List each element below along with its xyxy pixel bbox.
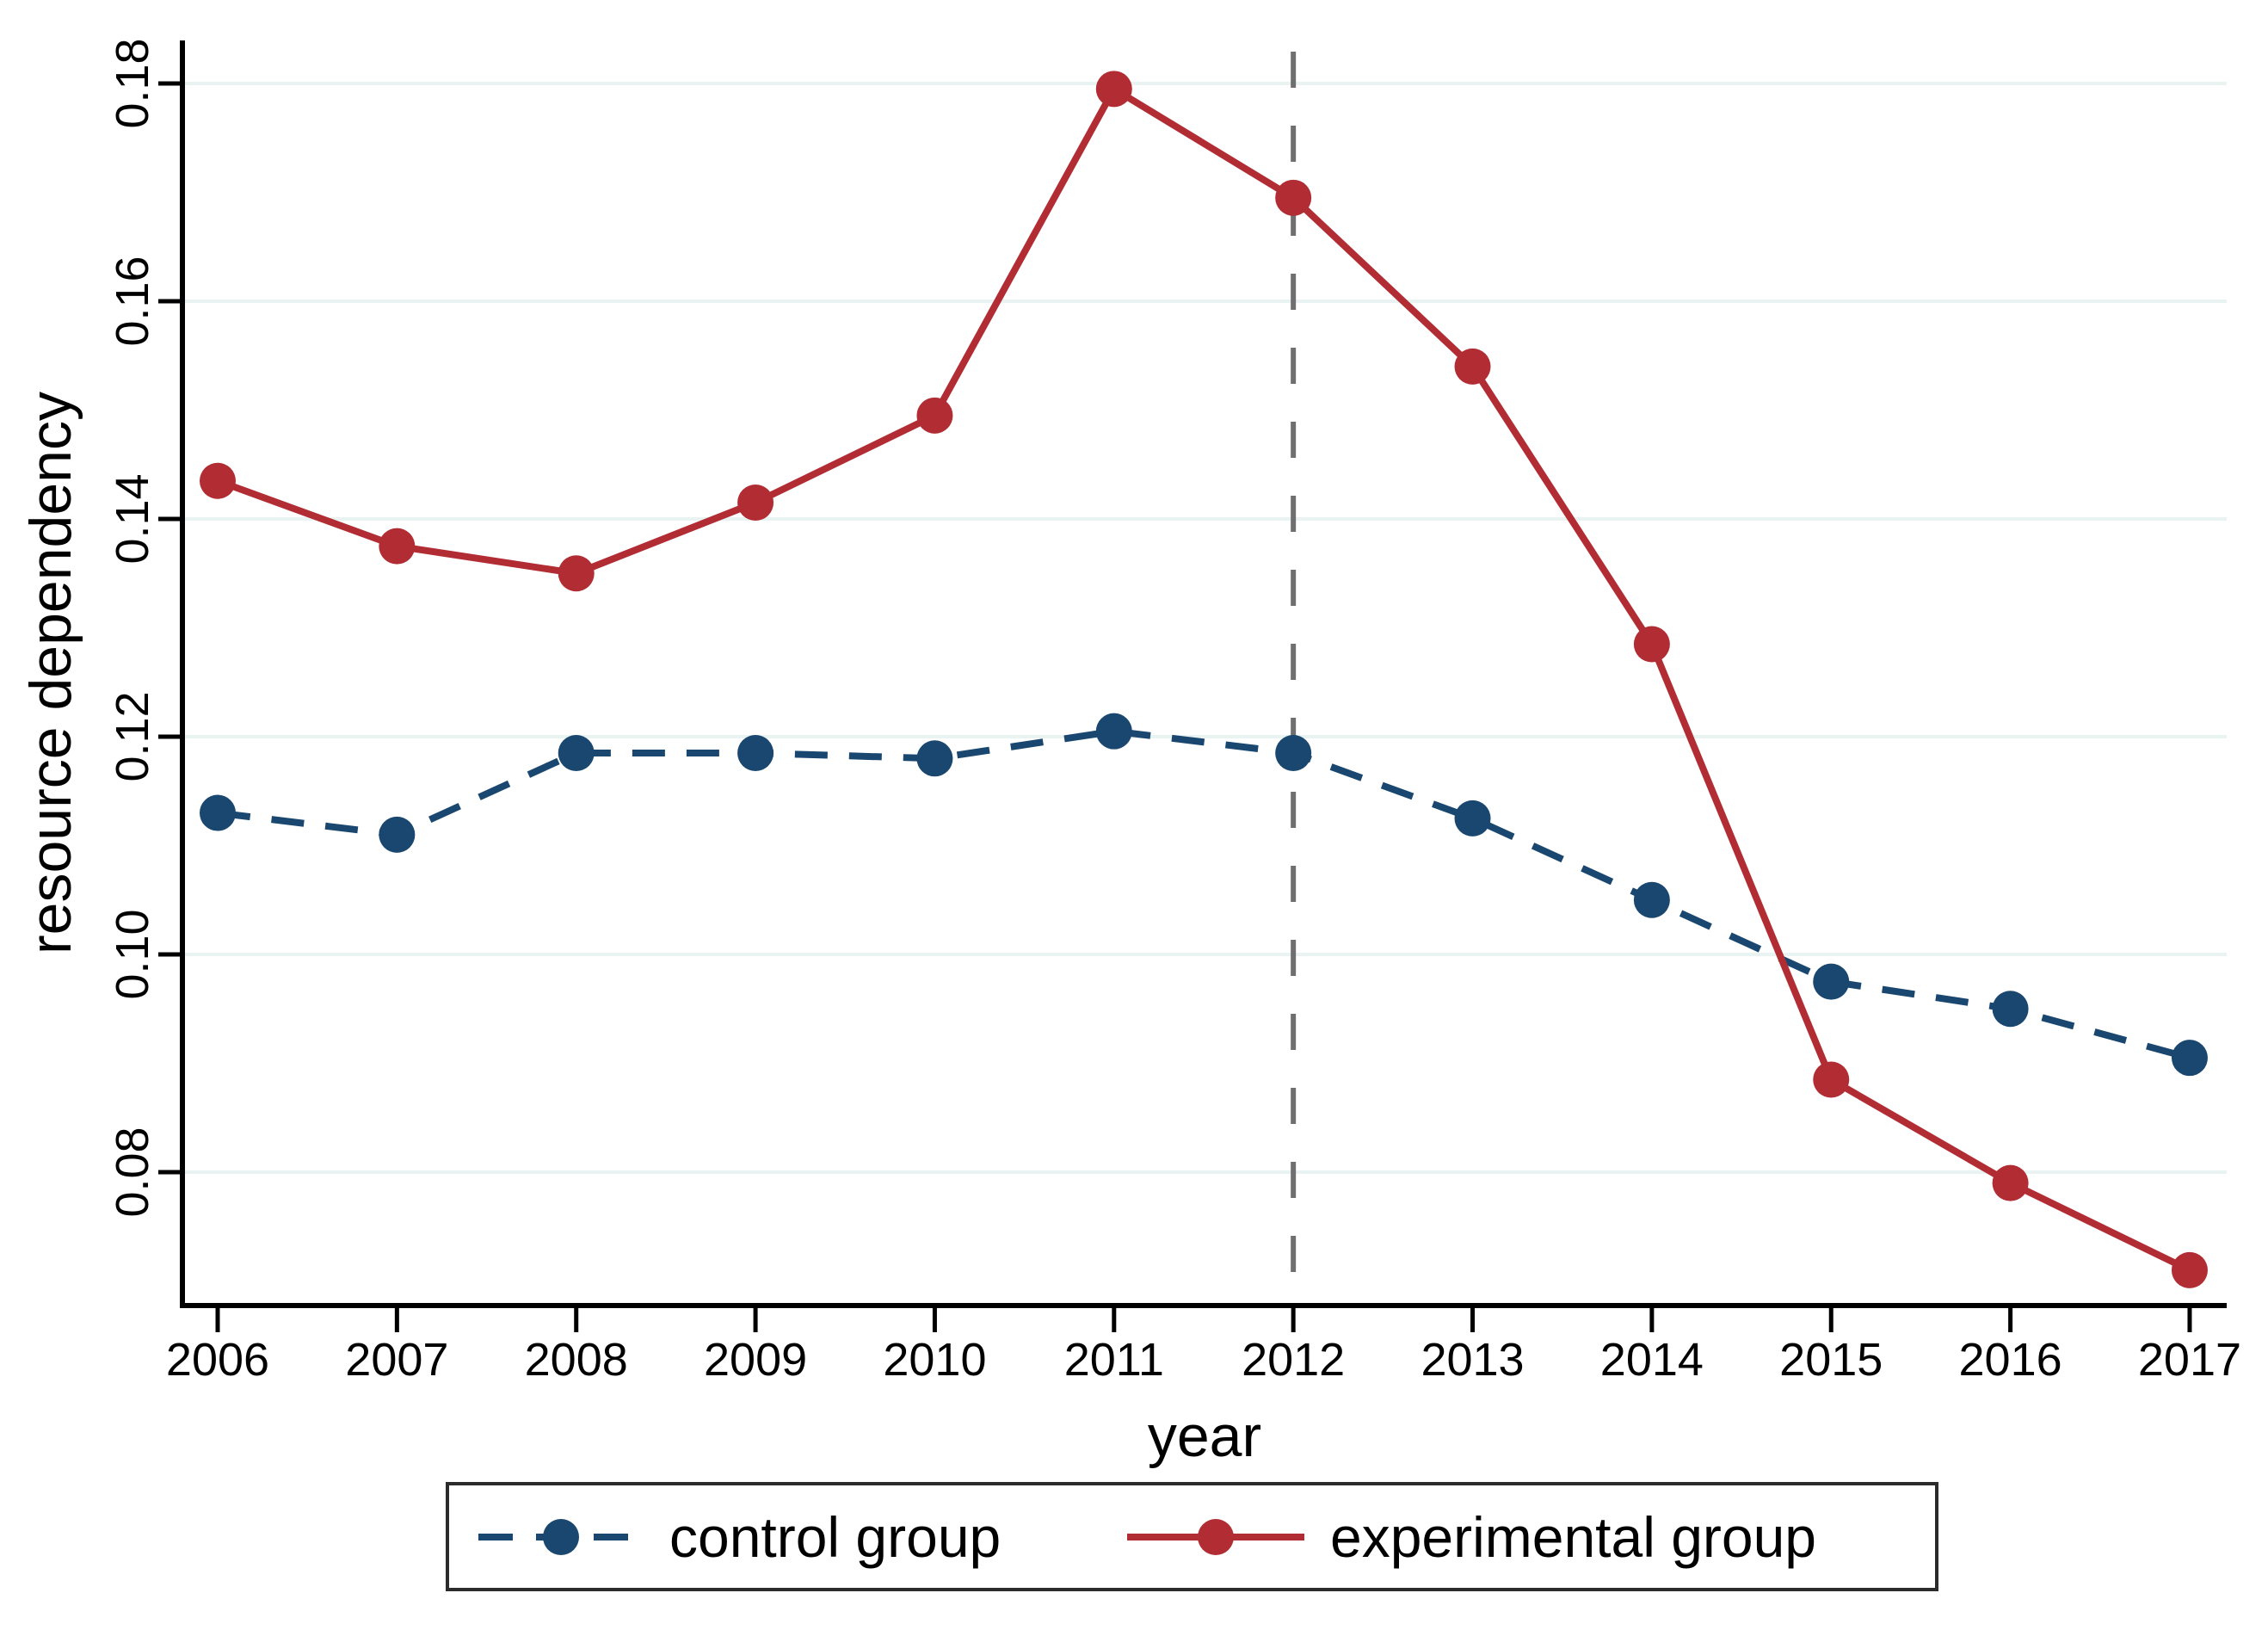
y-tick-label: 0.14 [107,473,158,564]
y-tick-label: 0.08 [107,1127,158,1217]
data-point-marker [1992,1164,2029,1201]
gridlines [182,82,2227,1174]
x-tick-label: 2007 [345,1334,448,1386]
x-tick-label: 2011 [1064,1334,1164,1386]
data-point-marker [1813,963,1850,1000]
series-line [216,83,2191,1274]
data-point-marker [737,485,774,522]
x-tick-label: 2014 [1600,1334,1704,1386]
data-point-marker [1275,734,1312,771]
data-point-marker [2171,1040,2208,1077]
x-tick-label: 2015 [1779,1334,1883,1386]
y-tick-label: 0.16 [107,256,158,346]
data-point-marker [1992,991,2029,1028]
y-tick-label: 0.18 [107,38,158,128]
legend-marker-experimental [1198,1519,1234,1555]
series-line [217,727,2191,1062]
data-point-marker [737,734,774,771]
legend-label-experimental: experimental group [1330,1505,1816,1569]
x-axis-title: year [1148,1404,1261,1469]
data-point-marker [379,816,416,853]
data-point-marker [558,734,595,771]
x-tick-label: 2016 [1959,1334,2062,1386]
axes: 0.08 0.10 0.12 0.14 0.16 0.18 2006 2007 2008 2009… [107,38,2241,1386]
data-point-marker [1633,881,1670,918]
series-experimental-group [200,71,2208,1288]
x-tick-label: 2009 [704,1334,807,1386]
data-point-marker [916,397,953,434]
data-point-marker [558,555,595,592]
legend-label-control: control group [669,1505,1001,1569]
x-tick-label: 2010 [883,1334,986,1386]
data-point-marker [379,528,416,565]
data-point-marker [1275,179,1312,216]
data-point-marker [916,740,953,777]
legend: control group experimental group [446,1482,1938,1591]
data-point-marker [1095,713,1132,750]
data-point-marker [1813,1061,1850,1098]
data-point-marker [200,794,236,831]
series-control-group [200,713,2208,1077]
data-series [200,71,2208,1288]
legend-marker-control [543,1519,579,1555]
x-tick-label: 2012 [1242,1334,1345,1386]
data-point-marker [200,462,236,499]
y-tick-label: 0.12 [107,691,158,781]
y-axis-title: resource dependency [18,392,83,954]
y-tick-label: 0.10 [107,909,158,999]
data-point-marker [1454,800,1491,837]
x-tick-label: 2013 [1421,1334,1524,1386]
data-point-marker [1454,348,1491,385]
data-point-marker [2171,1251,2208,1288]
x-tick-label: 2006 [166,1334,269,1386]
data-point-marker [1095,71,1132,108]
data-point-marker [1633,626,1670,663]
x-tick-label: 2017 [2138,1334,2241,1386]
x-tick-label: 2008 [525,1334,628,1386]
